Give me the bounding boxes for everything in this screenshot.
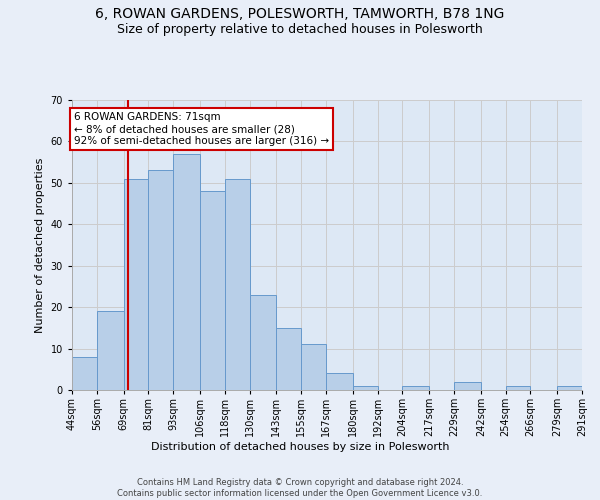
Y-axis label: Number of detached properties: Number of detached properties	[35, 158, 45, 332]
Text: Size of property relative to detached houses in Polesworth: Size of property relative to detached ho…	[117, 22, 483, 36]
Bar	[353, 386, 377, 390]
Bar	[454, 382, 481, 390]
Bar	[277, 328, 301, 390]
Bar	[403, 386, 429, 390]
Text: 6 ROWAN GARDENS: 71sqm
← 8% of detached houses are smaller (28)
92% of semi-deta: 6 ROWAN GARDENS: 71sqm ← 8% of detached …	[74, 112, 329, 146]
Bar	[326, 374, 353, 390]
Bar	[250, 294, 277, 390]
Bar	[225, 178, 250, 390]
Bar	[506, 386, 530, 390]
Bar	[72, 357, 97, 390]
Bar	[173, 154, 200, 390]
Bar	[148, 170, 173, 390]
Text: Contains HM Land Registry data © Crown copyright and database right 2024.
Contai: Contains HM Land Registry data © Crown c…	[118, 478, 482, 498]
Bar	[200, 191, 225, 390]
Bar	[97, 312, 124, 390]
Bar	[557, 386, 582, 390]
Bar	[124, 178, 148, 390]
Text: 6, ROWAN GARDENS, POLESWORTH, TAMWORTH, B78 1NG: 6, ROWAN GARDENS, POLESWORTH, TAMWORTH, …	[95, 8, 505, 22]
Bar	[301, 344, 326, 390]
Text: Distribution of detached houses by size in Polesworth: Distribution of detached houses by size …	[151, 442, 449, 452]
